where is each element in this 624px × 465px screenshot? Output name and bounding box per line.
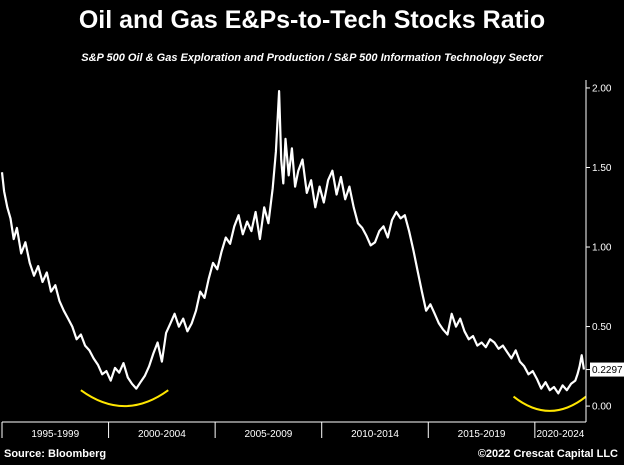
- last-value-label: 0.2297: [592, 365, 623, 376]
- x-tick-label: 1995-1999: [31, 429, 79, 440]
- y-tick-label: 1.00: [592, 243, 612, 254]
- x-tick-label: 2020-2024: [537, 429, 585, 440]
- copyright-label: ©2022 Crescat Capital LLC: [477, 448, 618, 460]
- y-tick-label: 1.50: [592, 163, 612, 174]
- axis-layer: 0.00 0.50 1.00 1.50 2.00 1995-1999 2000-2004 20…: [1, 80, 624, 440]
- series-layer: [0, 90, 585, 395]
- y-tick-label: 2.00: [592, 83, 612, 94]
- annotations-layer: [80, 389, 587, 412]
- chart-subtitle: S&P 500 Oil & Gas Exploration and Produc…: [81, 52, 543, 64]
- trough-arc-annotation: [80, 389, 169, 407]
- x-tick-label: 2010-2014: [351, 429, 399, 440]
- x-tick-label: 2005-2009: [245, 429, 293, 440]
- chart-title: Oil and Gas E&Ps-to-Tech Stocks Ratio: [78, 6, 546, 34]
- ratio-series-line: [0, 90, 585, 395]
- last-value-box: [590, 362, 624, 377]
- y-tick-label: 0.50: [592, 322, 612, 333]
- trough-arc-annotation: [512, 395, 587, 412]
- source-label: Source: Bloomberg: [4, 448, 107, 460]
- x-tick-label: 2015-2019: [458, 429, 506, 440]
- x-tick-label: 2000-2004: [138, 429, 186, 440]
- y-tick-label: 0.00: [592, 402, 612, 413]
